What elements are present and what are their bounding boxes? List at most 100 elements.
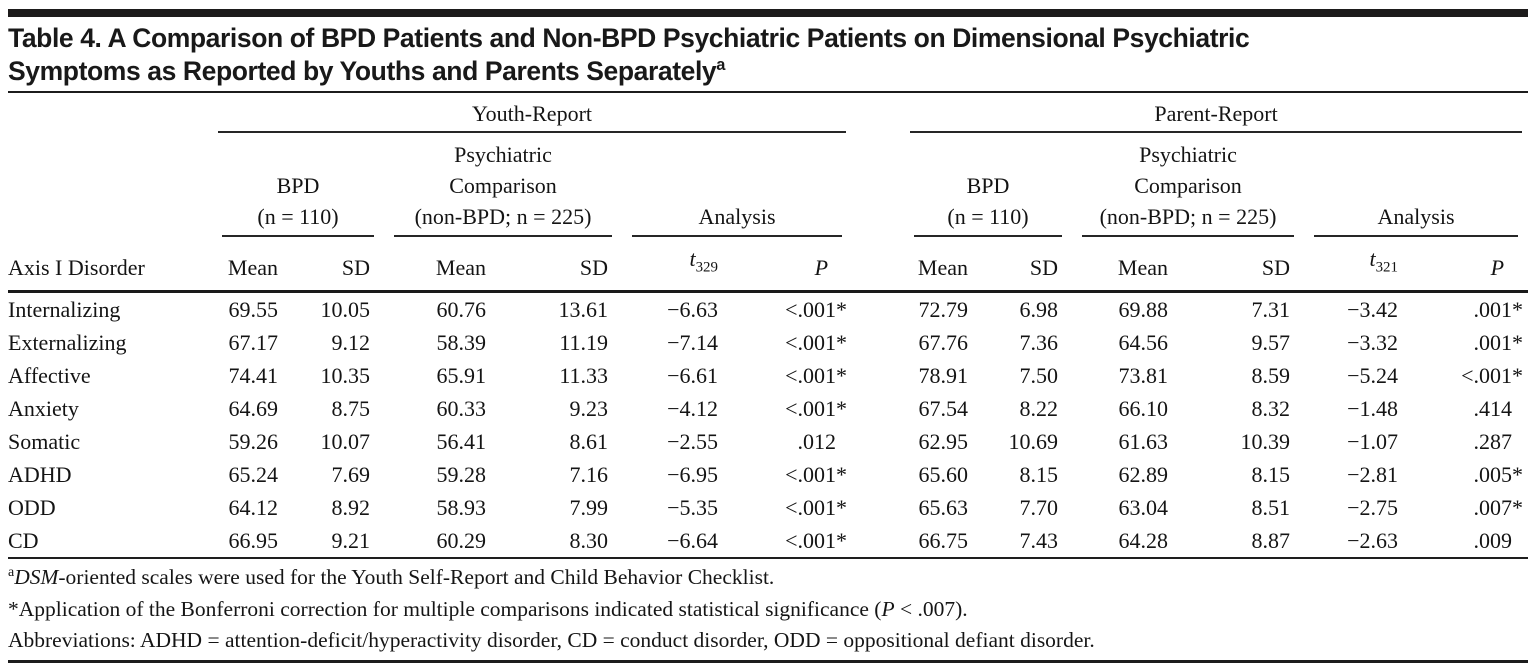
group-header-analysis-parent-label: Analysis <box>1314 201 1519 237</box>
value-cell: 69.55 <box>228 297 279 323</box>
value-cell: −5.35 <box>667 495 718 521</box>
value-cell: 7.69 <box>331 462 371 488</box>
group-header-comparison-youth: Psychiatric Comparison (non-BPD; n = 225) <box>384 133 622 237</box>
value-cell: 65.91 <box>436 363 487 389</box>
value-cell: 7.70 <box>1019 495 1059 521</box>
row-header-axis-i-disorder: Axis I Disorder <box>8 237 212 294</box>
value-cell: −2.55 <box>667 429 718 455</box>
value-cell: 13.61 <box>558 297 609 323</box>
column-gap <box>852 425 904 458</box>
group-header-bpd-youth-label: BPD (n = 110) <box>222 170 374 237</box>
section-header-parent-label: Parent-Report <box>910 101 1523 133</box>
column-header-sd-bpd-youth: SD <box>292 237 384 294</box>
column-gap <box>852 237 905 294</box>
column-header-sd-bpd-parent: SD <box>982 237 1073 294</box>
column-gap <box>852 93 904 133</box>
value-cell: 66.95 <box>212 524 292 560</box>
value-cell: 7.16 <box>569 462 609 488</box>
title-rule <box>8 91 1528 93</box>
value-cell: 72.79 <box>918 297 969 323</box>
column-gap <box>852 359 904 392</box>
value-cell: 10.05 <box>320 297 371 323</box>
value-cell: 67.54 <box>918 396 969 422</box>
table-title-line1: Table 4. A Comparison of BPD Patients an… <box>8 23 1250 53</box>
value-cell: 58.39 <box>436 330 487 356</box>
column-header-t321: t321 <box>1304 237 1413 294</box>
value-cell: −1.48 <box>1347 396 1399 422</box>
footnotes: aDSM-oriented scales were used for the Y… <box>8 559 1528 657</box>
value-cell: 7.36 <box>1019 330 1059 356</box>
p-value-symbol: P <box>1490 255 1505 281</box>
value-cell: <.001* <box>1461 363 1524 389</box>
t-statistic-symbol: t <box>1369 246 1376 271</box>
column-header-p-parent: P <box>1412 237 1529 294</box>
column-header-mean-bpd-youth: Mean <box>212 237 292 294</box>
group-header-analysis-parent: Analysis <box>1304 133 1528 237</box>
group-header-analysis-youth-label: Analysis <box>632 201 843 237</box>
column-header-mean-bpd-parent: Mean <box>904 237 983 294</box>
value-cell: 67.17 <box>228 330 279 356</box>
report-header-row: Youth-Report Parent-Report <box>8 93 1528 133</box>
row-label: Somatic <box>8 429 81 455</box>
value-cell: .287 <box>1473 429 1513 455</box>
value-cell: 8.51 <box>1251 495 1291 521</box>
footnote-abbreviations: Abbreviations: ADHD = attention-deficit/… <box>8 628 1095 653</box>
value-cell: −1.07 <box>1347 429 1399 455</box>
value-cell: <.001* <box>785 396 848 422</box>
column-header-t329: t329 <box>622 237 732 294</box>
value-cell: 8.22 <box>1019 396 1059 422</box>
section-header-youth-label: Youth-Report <box>218 101 847 133</box>
column-header-mean-comparison-youth: Mean <box>384 237 500 294</box>
value-cell: 64.12 <box>228 495 279 521</box>
group-header-bpd-parent: BPD (n = 110) <box>904 133 1072 237</box>
value-cell: −6.61 <box>667 363 718 389</box>
table-row: Affective 74.41 10.35 65.91 11.33 −6.61 <.001*… <box>8 359 1528 392</box>
group-header-analysis-youth: Analysis <box>622 133 852 237</box>
value-cell: 64.28 <box>1072 524 1183 560</box>
value-cell: <.001* <box>785 297 848 323</box>
table-title-line2: Symptoms as Reported by Youths and Paren… <box>8 56 717 86</box>
group-header-bpd-parent-label: BPD (n = 110) <box>914 170 1063 237</box>
t-statistic-df: 321 <box>1375 259 1399 276</box>
row-label: CD <box>8 524 212 560</box>
value-cell: 10.07 <box>320 429 371 455</box>
value-cell: 60.33 <box>436 396 487 422</box>
table-body: Internalizing 69.55 10.05 60.76 13.61 −6.63 <.… <box>8 292 1529 560</box>
value-cell: 62.89 <box>1118 462 1169 488</box>
value-cell: 59.28 <box>436 462 487 488</box>
group-header-comparison-parent: Psychiatric Comparison (non-BPD; n = 225) <box>1072 133 1304 237</box>
value-cell: 64.69 <box>228 396 279 422</box>
value-cell: 74.41 <box>228 363 279 389</box>
value-cell: −6.95 <box>667 462 718 488</box>
table-title: Table 4. A Comparison of BPD Patients an… <box>8 22 1528 88</box>
row-label: Internalizing <box>8 297 121 323</box>
empty-cell <box>8 133 212 237</box>
column-gap <box>852 491 904 524</box>
value-cell: .001* <box>1473 330 1524 356</box>
column-gap <box>852 133 904 237</box>
value-cell: 67.76 <box>918 330 969 356</box>
column-gap <box>852 292 904 327</box>
value-cell: −2.81 <box>1347 462 1399 488</box>
value-cell: 8.75 <box>331 396 371 422</box>
value-cell: 10.35 <box>320 363 371 389</box>
value-cell: .009 <box>1412 524 1529 560</box>
table-row: Anxiety 64.69 8.75 60.33 9.23 −4.12 <.001* 67.5… <box>8 392 1528 425</box>
value-cell: 66.75 <box>904 524 983 560</box>
value-cell: 65.60 <box>918 462 969 488</box>
row-label: Anxiety <box>8 396 79 422</box>
table-row: Externalizing 67.17 9.12 58.39 11.19 −7.14 <.0… <box>8 326 1528 359</box>
value-cell: 58.93 <box>436 495 487 521</box>
t-statistic-symbol: t <box>689 246 696 271</box>
value-cell: 7.43 <box>982 524 1073 560</box>
value-cell: 8.15 <box>1019 462 1059 488</box>
group-header-bpd-youth: BPD (n = 110) <box>212 133 384 237</box>
value-cell: .005* <box>1473 462 1524 488</box>
top-divider-bar <box>8 9 1528 17</box>
value-cell: 63.04 <box>1118 495 1169 521</box>
value-cell: .007* <box>1473 495 1524 521</box>
row-label: Affective <box>8 363 91 389</box>
value-cell: 65.24 <box>228 462 279 488</box>
value-cell: 56.41 <box>436 429 487 455</box>
value-cell: 8.59 <box>1251 363 1291 389</box>
